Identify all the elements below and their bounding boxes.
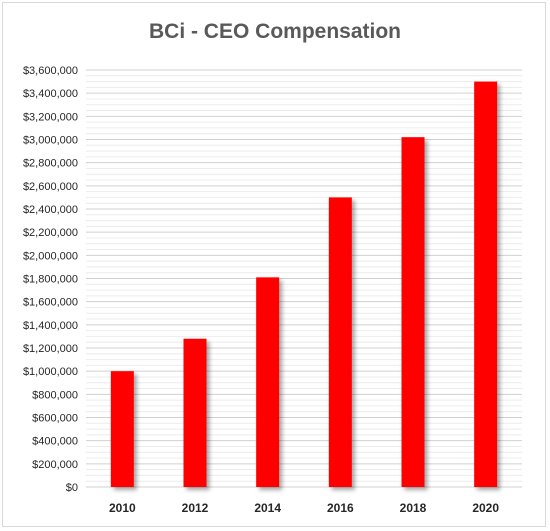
x-tick-label: 2014 — [254, 501, 281, 515]
x-tick-label: 2016 — [327, 501, 354, 515]
bar-2014 — [256, 277, 280, 487]
y-tick-label: $1,400,000 — [23, 320, 78, 332]
bar-2012 — [183, 338, 207, 487]
y-tick-label: $3,000,000 — [23, 135, 78, 147]
x-tick-label: 2012 — [182, 501, 209, 515]
y-tick-label: $2,000,000 — [23, 250, 78, 262]
bar-2010 — [110, 371, 134, 487]
x-tick-label: 2010 — [109, 501, 136, 515]
y-axis-tick-labels: $0 $200,000 $400,000 $600,000 $800,000 $1,000… — [23, 65, 78, 494]
bar-2016 — [328, 197, 352, 487]
y-tick-label: $1,600,000 — [23, 297, 78, 309]
x-tick-label: 2020 — [472, 501, 499, 515]
y-tick-label: $2,200,000 — [23, 227, 78, 239]
y-tick-label: $2,400,000 — [23, 204, 78, 216]
y-tick-label: $600,000 — [32, 413, 78, 425]
y-tick-label: $400,000 — [32, 436, 78, 448]
y-tick-label: $1,200,000 — [23, 343, 78, 355]
bar-2020 — [474, 81, 498, 487]
y-tick-label: $2,600,000 — [23, 181, 78, 193]
y-tick-label: $3,200,000 — [23, 111, 78, 123]
y-tick-label: $3,600,000 — [23, 65, 78, 77]
y-tick-label: $0 — [66, 482, 78, 494]
y-tick-label: $1,800,000 — [23, 274, 78, 286]
x-axis-tick-labels: 2010 2012 2014 2016 2018 2020 — [109, 501, 499, 515]
y-tick-label: $3,400,000 — [23, 88, 78, 100]
bar-2018 — [401, 137, 425, 487]
y-tick-label: $1,000,000 — [23, 366, 78, 378]
y-tick-label: $2,800,000 — [23, 158, 78, 170]
gridlines — [86, 69, 522, 488]
x-tick-label: 2018 — [400, 501, 427, 515]
bars — [110, 81, 498, 487]
y-tick-label: $200,000 — [32, 459, 78, 471]
y-tick-label: $800,000 — [32, 389, 78, 401]
chart-title: BCi - CEO Compensation — [148, 20, 401, 43]
